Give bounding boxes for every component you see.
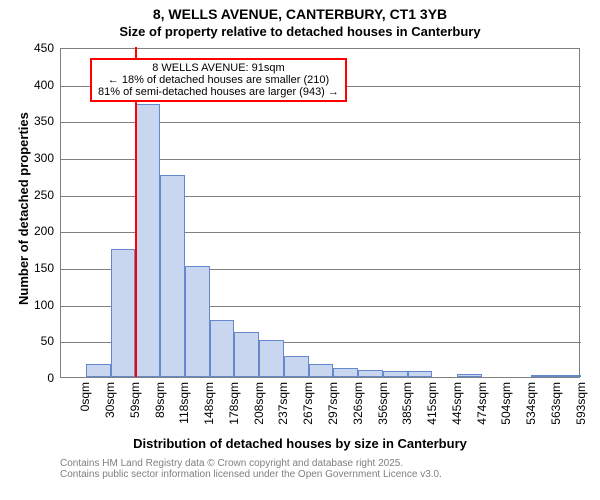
footer-line-2: Contains public sector information licen… [60, 469, 600, 480]
histogram-bar [531, 375, 556, 377]
histogram-bar [457, 374, 482, 377]
y-tick-label: 450 [0, 41, 54, 55]
histogram-bar [86, 364, 111, 377]
y-tick-label: 300 [0, 151, 54, 165]
histogram-bar [234, 332, 259, 377]
y-tick-label: 100 [0, 298, 54, 312]
x-tick-label: 59sqm [128, 382, 142, 418]
annotation-line: ← 18% of detached houses are smaller (21… [98, 74, 339, 86]
histogram-bar [408, 371, 433, 377]
x-tick-label: 445sqm [450, 382, 464, 425]
x-tick-label: 30sqm [103, 382, 117, 418]
histogram-bar [185, 266, 210, 377]
x-tick-label: 504sqm [499, 382, 513, 425]
chart-container: 8, WELLS AVENUE, CANTERBURY, CT1 3YB Siz… [0, 0, 600, 500]
annotation-line: 8 WELLS AVENUE: 91sqm [98, 62, 339, 74]
x-tick-label: 356sqm [376, 382, 390, 425]
title-line-2: Size of property relative to detached ho… [0, 24, 600, 39]
y-axis-label: Number of detached properties [16, 113, 31, 306]
x-tick-label: 237sqm [276, 382, 290, 425]
x-axis-label: Distribution of detached houses by size … [0, 436, 600, 451]
histogram-bar [284, 356, 309, 377]
y-tick-label: 400 [0, 78, 54, 92]
x-tick-label: 267sqm [301, 382, 315, 425]
y-tick-label: 150 [0, 261, 54, 275]
title-line-1: 8, WELLS AVENUE, CANTERBURY, CT1 3YB [0, 6, 600, 22]
histogram-bar [333, 368, 358, 377]
y-tick-label: 0 [0, 371, 54, 385]
y-tick-label: 200 [0, 224, 54, 238]
x-tick-label: 208sqm [252, 382, 266, 425]
x-tick-label: 385sqm [400, 382, 414, 425]
footer-attribution: Contains HM Land Registry data © Crown c… [0, 458, 600, 480]
y-tick-label: 250 [0, 188, 54, 202]
annotation-line: 81% of semi-detached houses are larger (… [98, 86, 339, 98]
histogram-bar [309, 364, 334, 377]
x-tick-label: 326sqm [351, 382, 365, 425]
y-tick-label: 350 [0, 114, 54, 128]
x-tick-label: 0sqm [78, 382, 92, 411]
x-tick-label: 148sqm [202, 382, 216, 425]
footer-line-1: Contains HM Land Registry data © Crown c… [60, 458, 600, 469]
x-tick-label: 563sqm [549, 382, 563, 425]
histogram-bar [383, 371, 408, 377]
histogram-bar [135, 104, 160, 377]
histogram-bar [111, 249, 136, 377]
x-tick-label: 534sqm [524, 382, 538, 425]
histogram-bar [210, 320, 235, 377]
annotation-box: 8 WELLS AVENUE: 91sqm← 18% of detached h… [90, 58, 347, 102]
histogram-bar [259, 340, 284, 377]
histogram-bar [160, 175, 185, 377]
x-tick-label: 593sqm [574, 382, 588, 425]
histogram-bar [556, 375, 581, 377]
x-tick-label: 297sqm [326, 382, 340, 425]
x-tick-label: 474sqm [475, 382, 489, 425]
x-tick-label: 178sqm [227, 382, 241, 425]
x-tick-label: 415sqm [425, 382, 439, 425]
histogram-bar [358, 370, 383, 377]
x-tick-label: 89sqm [153, 382, 167, 418]
x-tick-label: 118sqm [177, 382, 191, 424]
y-tick-label: 50 [0, 334, 54, 348]
